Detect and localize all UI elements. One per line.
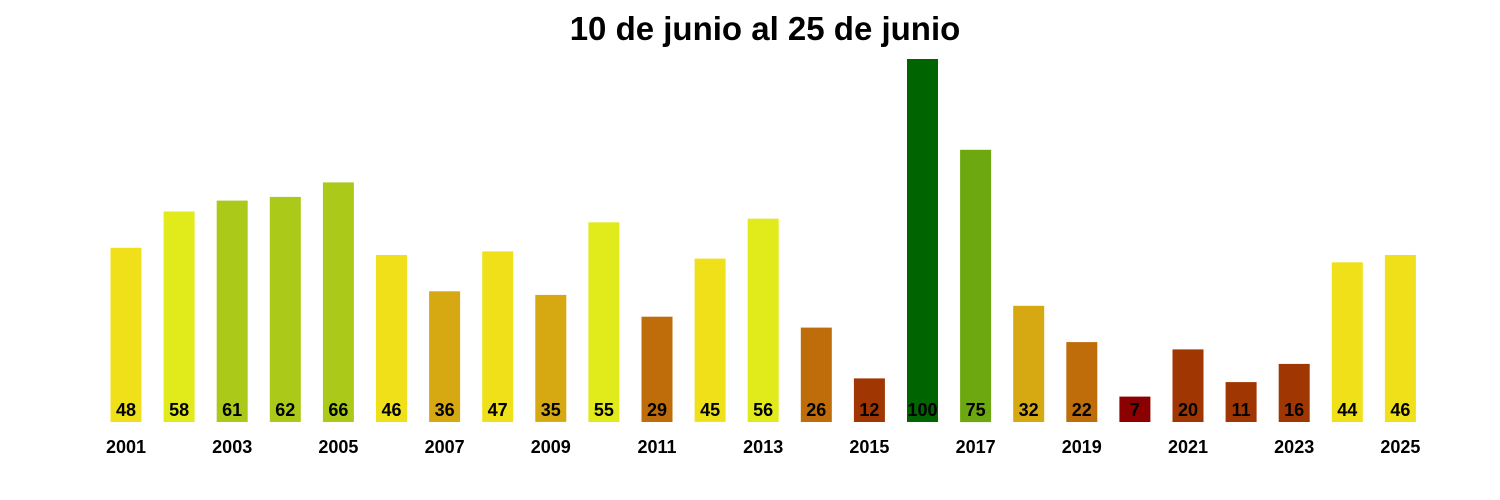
x-tick-label-2025: 2025 (1380, 437, 1420, 457)
bar-value-label-2019: 22 (1072, 400, 1092, 420)
x-tick-label-2003: 2003 (212, 437, 252, 457)
bar-value-label-2017: 75 (966, 400, 986, 420)
bar-2025 (1384, 255, 1416, 422)
bar-2004 (269, 196, 301, 422)
bar-2008 (482, 251, 514, 422)
bar-value-label-2008: 47 (488, 400, 508, 420)
bar-2018 (1013, 305, 1045, 422)
bar-2013 (747, 218, 779, 422)
bar-value-label-2006: 46 (381, 400, 401, 420)
bar-2002 (163, 211, 195, 422)
bar-value-labels: 48 58 61 62 66 46 36 47 35 55 29 45 56 26 12 100 75 32 22 7… (116, 400, 1410, 420)
bar-value-label-2007: 36 (435, 400, 455, 420)
bar-value-label-2016: 100 (907, 400, 937, 420)
bar-2011 (641, 316, 673, 422)
bar-value-label-2014: 26 (806, 400, 826, 420)
bar-2021 (1172, 349, 1204, 422)
bar-2001 (110, 247, 142, 422)
bar-2003 (216, 200, 248, 422)
bar-2016 (907, 59, 938, 422)
bar-value-label-2009: 35 (541, 400, 561, 420)
bar-value-label-2023: 16 (1284, 400, 1304, 420)
x-tick-label-2001: 2001 (106, 437, 146, 457)
bar-value-label-2001: 48 (116, 400, 136, 420)
x-tick-label-2015: 2015 (849, 437, 889, 457)
x-tick-label-2009: 2009 (531, 437, 571, 457)
bar-2014 (800, 327, 832, 422)
x-tick-label-2023: 2023 (1274, 437, 1314, 457)
bar-value-label-2018: 32 (1019, 400, 1039, 420)
x-tick-label-2011: 2011 (637, 437, 676, 457)
bar-2022 (1225, 382, 1257, 422)
bar-2010 (588, 222, 620, 422)
bar-2024 (1331, 262, 1363, 422)
bar-value-label-2002: 58 (169, 400, 189, 420)
bar-value-label-2003: 61 (222, 400, 242, 420)
bar-value-label-2021: 20 (1178, 400, 1198, 420)
bar-2009 (535, 294, 567, 422)
bars-group (110, 59, 1416, 423)
bar-value-label-2010: 55 (594, 400, 614, 420)
chart-title: 10 de junio al 25 de junio (569, 10, 961, 47)
bar-2007 (429, 291, 461, 422)
bar-value-label-2011: 29 (647, 400, 667, 420)
bar-2006 (376, 255, 407, 422)
bar-value-label-2024: 44 (1337, 400, 1357, 420)
bar-2017 (960, 149, 992, 423)
bar-value-label-2025: 46 (1390, 400, 1410, 420)
bar-value-label-2015: 12 (859, 400, 879, 420)
bar-value-label-2012: 45 (700, 400, 720, 420)
x-tick-label-2007: 2007 (425, 437, 465, 457)
x-axis-tick-labels: 2001 2003 2005 2007 2009 2011 2013 2015 2017 2019… (106, 437, 1420, 457)
bar-2015 (853, 378, 885, 422)
bar-value-label-2013: 56 (753, 400, 773, 420)
bar-2023 (1278, 363, 1310, 422)
bar-2012 (694, 258, 726, 422)
x-tick-label-2021: 2021 (1168, 437, 1208, 457)
bar-2005 (322, 182, 354, 422)
bar-2019 (1066, 342, 1098, 422)
bar-value-label-2004: 62 (275, 400, 295, 420)
bar-value-label-2020: 7 (1130, 400, 1140, 420)
bar-value-label-2005: 66 (328, 400, 348, 420)
bar-2020 (1119, 396, 1151, 422)
x-tick-label-2019: 2019 (1062, 437, 1102, 457)
x-tick-label-2013: 2013 (743, 437, 783, 457)
x-tick-label-2017: 2017 (956, 437, 996, 457)
x-tick-label-2005: 2005 (318, 437, 358, 457)
bar-value-label-2022: 11 (1232, 400, 1251, 420)
